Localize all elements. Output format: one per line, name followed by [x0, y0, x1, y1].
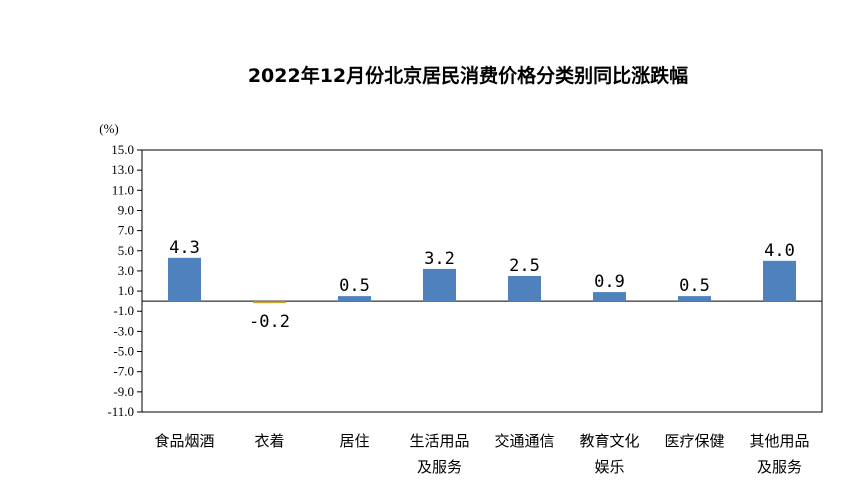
data-label: 2.5 [509, 256, 540, 276]
bar [763, 260, 796, 302]
y-tick-label: 9.0 [118, 202, 134, 217]
category-label: 居住 [339, 432, 369, 450]
category-label: 教育文化 [579, 432, 639, 450]
y-tick-label: 11.0 [112, 182, 134, 197]
y-tick-label: 5.0 [118, 243, 134, 258]
bar [338, 296, 371, 302]
category-label: 衣着 [254, 432, 284, 450]
category-label: 及服务 [757, 458, 802, 476]
y-tick-label: 3.0 [118, 263, 134, 278]
data-label: 4.3 [169, 238, 200, 258]
plot-area: 15.0 13.0 11.0 9.0 7.0 5.0 3.0 1.0 -1.0 -3.0 -5.0 -… [107, 142, 823, 476]
y-tick-label: -9.0 [113, 384, 134, 399]
y-tick-label: 1.0 [118, 283, 134, 298]
y-tick-label: -1.0 [113, 303, 134, 318]
category-label: 交通通信 [494, 432, 554, 450]
data-label: 0.5 [339, 276, 370, 296]
bar [168, 257, 201, 302]
data-label: 0.5 [679, 276, 710, 296]
bar [508, 275, 541, 302]
data-label: 4.0 [764, 241, 795, 261]
y-tick-label: -7.0 [113, 364, 134, 379]
data-label: 0.9 [594, 272, 625, 292]
y-tick-label: 15.0 [111, 142, 134, 157]
bar [593, 292, 626, 302]
category-label: 生活用品 [409, 432, 469, 450]
plot-frame [141, 149, 823, 413]
data-label: 3.2 [424, 249, 455, 269]
category-label: 娱乐 [594, 458, 624, 476]
y-axis-unit-label: (%) [99, 121, 119, 136]
category-label: 其他用品 [749, 432, 809, 450]
bar [678, 296, 711, 302]
category-label: 医疗保健 [664, 432, 724, 450]
y-tick-label: 13.0 [111, 162, 134, 177]
chart-title: 2022年12月份北京居民消费价格分类别同比涨跌幅 [248, 64, 688, 87]
y-tick-label: 7.0 [118, 223, 134, 238]
data-label: -0.2 [249, 312, 290, 332]
y-tick-label: -3.0 [113, 323, 134, 338]
category-label: 食品烟酒 [154, 432, 214, 450]
category-label: 及服务 [417, 458, 462, 476]
bar [423, 268, 456, 302]
y-tick-label: -11.0 [107, 404, 134, 419]
y-tick-label: -5.0 [113, 344, 134, 359]
bar [253, 301, 286, 304]
